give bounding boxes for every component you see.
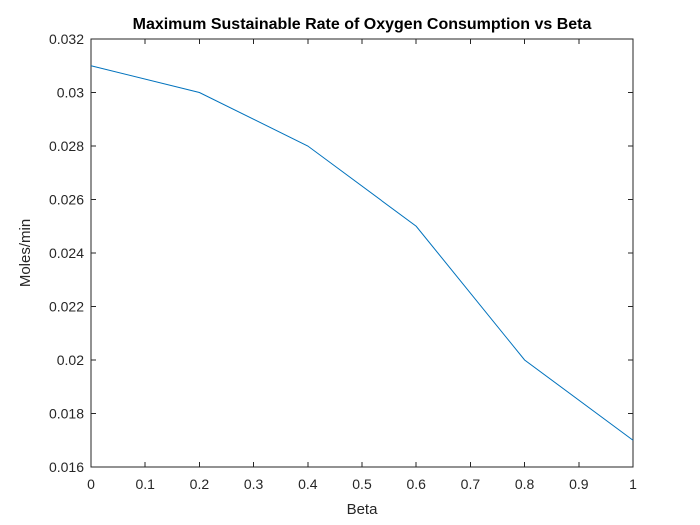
x-tick-label: 0.7 (461, 476, 481, 492)
x-tick-label: 0.4 (298, 476, 318, 492)
y-tick-label: 0.032 (49, 31, 84, 47)
x-axis-label: Beta (347, 501, 379, 518)
y-tick-label: 0.026 (49, 192, 84, 208)
y-axis-label: Moles/min (17, 219, 34, 287)
y-tick-label: 0.022 (49, 299, 84, 315)
series-group (90, 65, 634, 441)
x-axis-ticks: 0 0.1 0.2 0.3 0.4 0.5 0.6 0.7 0.8 0.9 1 (87, 39, 637, 492)
x-tick-label: 0.9 (569, 476, 589, 492)
x-tick-label: 0.3 (244, 476, 264, 492)
y-tick-label: 0.028 (49, 138, 84, 154)
x-tick-label: 0.2 (190, 476, 210, 492)
x-tick-label: 0.5 (352, 476, 372, 492)
x-tick-label: 0.8 (515, 476, 535, 492)
x-tick-label: 0 (87, 476, 95, 492)
y-tick-label: 0.024 (49, 245, 84, 261)
y-tick-label: 0.03 (57, 85, 84, 101)
x-tick-label: 0.6 (406, 476, 426, 492)
x-tick-label: 0.1 (135, 476, 155, 492)
y-tick-label: 0.02 (57, 352, 84, 368)
series-line (90, 65, 634, 441)
plot-area (91, 39, 633, 467)
chart-title: Maximum Sustainable Rate of Oxygen Consu… (133, 16, 592, 33)
y-axis-ticks: 0.016 0.018 0.02 0.022 0.024 0.026 0.028 0.03 0.… (49, 31, 633, 475)
x-tick-label: 1 (629, 476, 637, 492)
y-tick-label: 0.018 (49, 406, 84, 422)
y-tick-label: 0.016 (49, 459, 84, 475)
